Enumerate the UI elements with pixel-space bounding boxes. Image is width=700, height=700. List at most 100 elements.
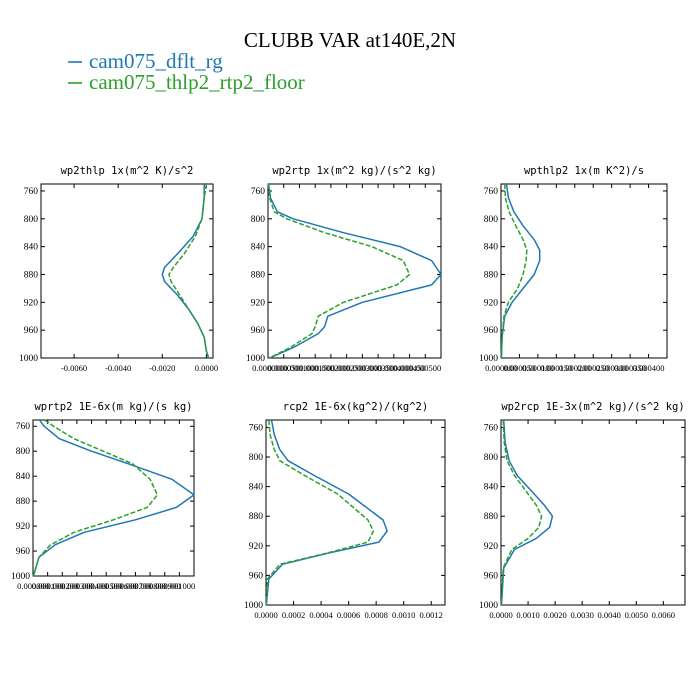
x-tick-label: 0.000800 <box>134 581 166 591</box>
y-tick-label: 920 <box>484 298 499 308</box>
y-tick-label: 880 <box>484 270 499 280</box>
x-tick-label: 0.000600 <box>105 581 137 591</box>
y-tick-label: 800 <box>249 453 264 463</box>
y-tick-label: 1000 <box>479 354 498 364</box>
x-tick-label: -0.0060 <box>61 363 87 373</box>
x-tick-label: 0.000250 <box>577 363 609 373</box>
panel-title: wpthlp2 1x(m K^2)/s <box>524 165 644 177</box>
series-line-floor <box>265 419 375 606</box>
y-tick-label: 1000 <box>19 354 38 364</box>
y-tick-label: 920 <box>16 522 31 532</box>
y-tick-label: 920 <box>24 298 39 308</box>
plot-frame <box>32 419 195 577</box>
series-line-dflt <box>32 419 195 577</box>
x-tick-label: -0.0020 <box>149 363 175 373</box>
x-tick-label: 0.0012 <box>420 610 443 620</box>
x-tick-label: 0.0010 <box>516 610 539 620</box>
x-tick-label: 0.0030 <box>570 610 593 620</box>
x-tick-label: 0.0050 <box>625 610 648 620</box>
x-tick-label: 0.000150 <box>299 363 331 373</box>
x-tick-label: 0.000500 <box>409 363 441 373</box>
x-tick-label: 0.0002 <box>282 610 305 620</box>
x-tick-label: 0.000450 <box>394 363 426 373</box>
y-tick-label: 800 <box>16 447 31 457</box>
x-tick-label: 0.000350 <box>362 363 394 373</box>
y-tick-label: 960 <box>249 571 264 581</box>
y-tick-label: 760 <box>16 422 31 432</box>
x-tick-label: 0.000250 <box>331 363 363 373</box>
y-tick-label: 840 <box>484 243 499 253</box>
y-tick-label: 760 <box>249 423 264 433</box>
panel-title: rcp2 1E-6x(kg^2)/(kg^2) <box>283 401 428 413</box>
panel-1: wp2thlp 1x(m^2 K)/s^2 760 800 840 880 920 960 1… <box>19 165 218 373</box>
x-tick-label: 0.000200 <box>46 581 78 591</box>
panel-5: rcp2 1E-6x(kg^2)/(kg^2) 760 800 840 880 920 96… <box>244 401 446 620</box>
y-tick-label: 920 <box>249 542 264 552</box>
x-tick-label: 0.000200 <box>315 363 347 373</box>
plot-frame <box>500 419 686 606</box>
x-tick-label: 0.000400 <box>633 363 665 373</box>
x-tick-label: -0.0040 <box>105 363 131 373</box>
y-tick-label: 920 <box>484 542 499 552</box>
x-tick-label: 0.000300 <box>596 363 628 373</box>
legend-label-floor: cam075_thlp2_rtp2_floor <box>89 70 305 94</box>
y-tick-label: 880 <box>24 270 39 280</box>
panel-2: wp2rtp 1x(m^2 kg)/(s^2 kg) 760 800 840 880 92… <box>246 165 442 373</box>
legend: cam075_dflt_rg cam075_thlp2_rtp2_floor <box>68 49 305 94</box>
series-line-floor <box>267 183 411 359</box>
panel-title: wp2rcp 1E-3x(m^2 kg)/(s^2 kg) <box>501 401 684 413</box>
y-tick-label: 800 <box>484 215 499 225</box>
panel-title: wp2thlp 1x(m^2 K)/s^2 <box>61 165 194 177</box>
x-tick-label: 0.000400 <box>378 363 410 373</box>
series-line-dflt <box>500 419 554 606</box>
x-tick-label: 0.000700 <box>120 581 152 591</box>
y-tick-label: 880 <box>251 270 266 280</box>
y-tick-label: 960 <box>16 547 31 557</box>
x-tick-label: 0.000200 <box>559 363 591 373</box>
plot-frame <box>265 419 446 606</box>
y-tick-label: 800 <box>484 453 499 463</box>
x-tick-label: 0.000300 <box>346 363 378 373</box>
panel-title: wp2rtp 1x(m^2 kg)/(s^2 kg) <box>272 165 436 177</box>
y-tick-label: 760 <box>484 187 499 197</box>
x-tick-label: 0.0000 <box>195 363 218 373</box>
x-tick-label: 0.000300 <box>61 581 93 591</box>
y-tick-label: 1000 <box>244 601 263 611</box>
x-tick-label: 0.000400 <box>76 581 108 591</box>
y-tick-label: 1000 <box>246 354 265 364</box>
x-tick-label: 0.000100 <box>522 363 554 373</box>
panel-3: wpthlp2 1x(m K^2)/s 760 800 840 880 920 960 100… <box>479 165 668 373</box>
panel-title: wprtp2 1E-6x(m kg)/(s kg) <box>34 401 192 413</box>
x-tick-label: 0.0008 <box>364 610 387 620</box>
x-tick-label: 0.0000 <box>254 610 277 620</box>
x-tick-label: 0.000100 <box>284 363 316 373</box>
y-tick-label: 960 <box>24 326 39 336</box>
x-tick-label: 0.0060 <box>652 610 675 620</box>
y-tick-label: 800 <box>24 215 39 225</box>
y-tick-label: 800 <box>251 215 266 225</box>
plot-frame <box>500 183 668 359</box>
x-tick-label: 0.000900 <box>149 581 181 591</box>
y-tick-label: 760 <box>251 187 266 197</box>
x-tick-label: 0.000000 <box>252 363 284 373</box>
plot-frame <box>267 183 442 359</box>
y-tick-label: 840 <box>249 483 264 493</box>
y-tick-label: 760 <box>484 423 499 433</box>
y-tick-label: 840 <box>16 472 31 482</box>
y-tick-label: 960 <box>484 571 499 581</box>
y-tick-label: 960 <box>484 326 499 336</box>
series-line-floor <box>500 183 528 359</box>
panel-4: wprtp2 1E-6x(m kg)/(s kg)760 800 840 880 920… <box>11 401 195 591</box>
y-tick-label: 880 <box>249 512 264 522</box>
y-tick-label: 880 <box>484 512 499 522</box>
x-tick-label: 0.000000 <box>485 363 517 373</box>
x-tick-label: 0.001000 <box>163 581 195 591</box>
x-tick-label: 0.000000 <box>17 581 49 591</box>
y-tick-label: 880 <box>16 497 31 507</box>
x-tick-label: 0.0010 <box>392 610 415 620</box>
x-tick-label: 0.0000 <box>489 610 512 620</box>
figure-title: CLUBB VAR at140E,2N <box>244 28 456 52</box>
y-tick-label: 1000 <box>11 572 30 582</box>
